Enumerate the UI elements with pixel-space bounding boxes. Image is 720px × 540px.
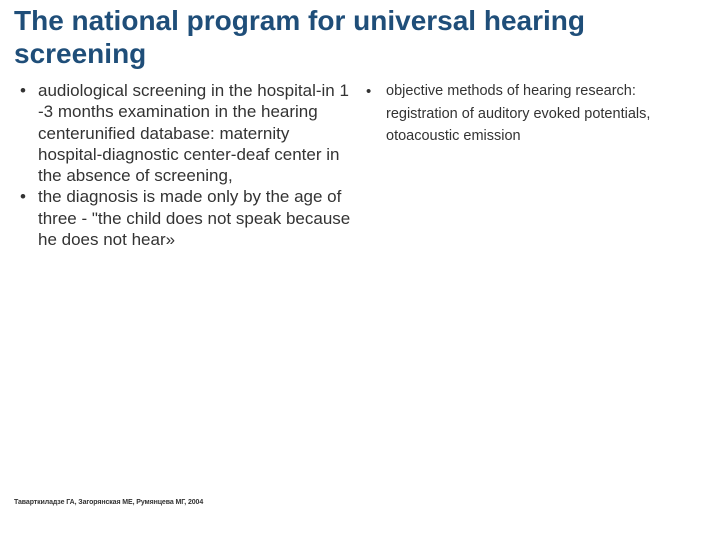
slide-title: The national program for universal heari… [14,4,706,70]
list-item: objective methods of hearing research: r… [364,80,706,147]
list-item: the diagnosis is made only by the age of… [14,186,354,250]
right-bullet-list: objective methods of hearing research: r… [364,80,706,147]
left-column: audiological screening in the hospital-i… [14,80,354,250]
bullet-line: registration of auditory evoked potentia… [386,103,706,125]
list-item: audiological screening in the hospital-i… [14,80,354,186]
right-column: objective methods of hearing research: r… [364,80,706,250]
bullet-line: otoacoustic emission [386,125,706,147]
footer-citation: Таварткиладзе ГА, Загорянская МЕ, Румянц… [14,499,203,506]
content-columns: audiological screening in the hospital-i… [14,80,706,250]
left-bullet-list: audiological screening in the hospital-i… [14,80,354,250]
bullet-line: objective methods of hearing research: [386,80,706,102]
slide: The national program for universal heari… [0,0,720,540]
